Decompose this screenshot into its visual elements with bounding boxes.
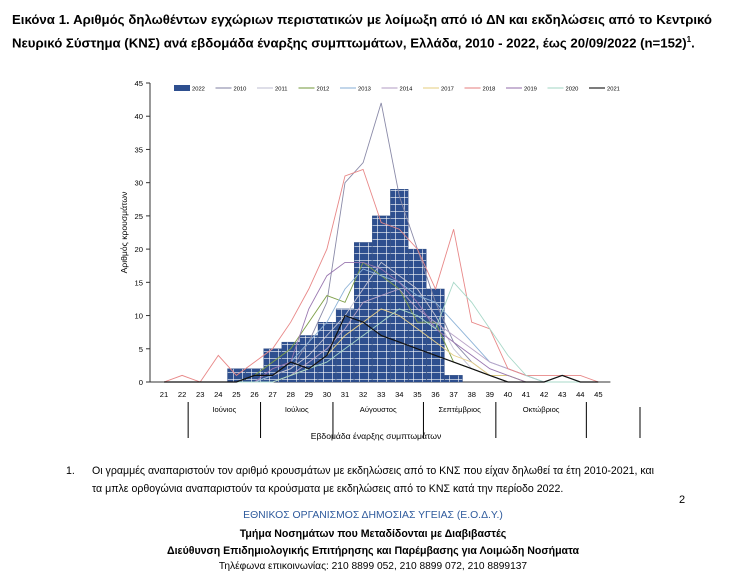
x-tick-label-24: 24 xyxy=(214,390,222,399)
y-tick-label-35: 35 xyxy=(135,145,143,154)
legend-label-2013: 2013 xyxy=(358,87,371,93)
footnote-line-1: Οι γραμμές αναπαριστούν τον αριθμό κρουσ… xyxy=(92,465,655,477)
bar-2022-week-34 xyxy=(390,189,409,383)
x-tick-label-39: 39 xyxy=(486,390,494,399)
y-tick-label-45: 45 xyxy=(135,79,143,88)
y-tick-label-25: 25 xyxy=(135,212,143,221)
month-label-2: Αύγουστος xyxy=(360,405,397,414)
x-tick-label-27: 27 xyxy=(268,390,276,399)
y-tick-label-5: 5 xyxy=(139,345,143,354)
x-tick-label-32: 32 xyxy=(359,390,367,399)
x-tick-label-26: 26 xyxy=(250,390,258,399)
x-tick-label-28: 28 xyxy=(286,390,294,399)
legend-label-2019: 2019 xyxy=(524,87,537,93)
figure-title: Εικόνα 1. Αριθμός δηλωθέντων εγχώριων πε… xyxy=(12,10,712,53)
x-tick-label-33: 33 xyxy=(377,390,385,399)
x-tick-label-43: 43 xyxy=(558,390,566,399)
footer-dept: Τμήμα Νοσημάτων που Μεταδίδονται με Διαβ… xyxy=(239,528,507,540)
legend-label-2012: 2012 xyxy=(317,87,330,93)
footnote-number: 1. xyxy=(66,465,75,477)
month-label-1: Ιούλιος xyxy=(285,405,309,414)
month-label-0: Ιούνιος xyxy=(212,405,236,414)
legend-label-2021: 2021 xyxy=(607,87,620,93)
line-2021 xyxy=(164,314,599,383)
footer-org: ΕΘΝΙΚΟΣ ΟΡΓΑΝΙΣΜΟΣ ΔΗΜΟΣΙΑΣ ΥΓΕΙΑΣ (Ε.Ο.… xyxy=(243,510,503,521)
legend-label-2014: 2014 xyxy=(400,87,414,93)
y-tick-label-0: 0 xyxy=(139,378,143,387)
page-number: 2 xyxy=(679,494,686,506)
y-tick-label-20: 20 xyxy=(135,245,143,254)
legend-swatch-2022 xyxy=(174,85,190,91)
title-end: . xyxy=(691,35,695,51)
legend-label-2011: 2011 xyxy=(275,87,287,93)
x-tick-label-25: 25 xyxy=(232,390,240,399)
y-tick-label-15: 15 xyxy=(135,278,143,287)
footer-phones: Τηλέφωνα επικοινωνίας: 210 8899 052, 210… xyxy=(218,561,528,572)
x-tick-label-30: 30 xyxy=(323,390,331,399)
x-tick-label-45: 45 xyxy=(594,390,602,399)
x-tick-label-21: 21 xyxy=(160,390,168,399)
footer-directorate: Διεύθυνση Επιδημιολογικής Επιτήρησης και… xyxy=(166,545,580,557)
y-tick-label-40: 40 xyxy=(135,112,143,121)
x-tick-label-31: 31 xyxy=(341,390,349,399)
bar-2022-week-37 xyxy=(444,375,463,383)
x-tick-label-44: 44 xyxy=(576,390,584,399)
x-tick-label-22: 22 xyxy=(178,390,186,399)
month-label-4: Οκτώβριος xyxy=(523,405,560,414)
cases-chart: 0 5 10 15 20 25 30 35 40 45 Αριθμός κρουσμάτων 21 22… xyxy=(119,79,641,441)
month-label-3: Σεπτέμβριος xyxy=(438,405,481,414)
footnote-line-2: τα μπλε ορθογώνια αναπαριστούν τα κρούσμ… xyxy=(92,483,564,495)
y-tick-label-30: 30 xyxy=(135,179,143,188)
x-tick-label-35: 35 xyxy=(413,390,421,399)
bar-2022-week-30 xyxy=(317,321,336,383)
y-axis-label: Αριθμός κρουσμάτων xyxy=(119,192,129,274)
x-tick-label-36: 36 xyxy=(431,390,439,399)
footnote-text: Οι γραμμές αναπαριστούν τον αριθμό κρουσ… xyxy=(92,462,702,498)
x-tick-label-38: 38 xyxy=(467,390,475,399)
bar-2022-week-33 xyxy=(372,215,391,383)
x-tick-label-34: 34 xyxy=(395,390,403,399)
legend-label-2018: 2018 xyxy=(483,87,496,93)
legend-label-2020: 2020 xyxy=(566,87,579,93)
x-tick-label-42: 42 xyxy=(540,390,548,399)
x-tick-label-37: 37 xyxy=(449,390,457,399)
legend-label-2022: 2022 xyxy=(192,87,205,93)
x-tick-label-23: 23 xyxy=(196,390,204,399)
y-tick-label-10: 10 xyxy=(135,312,143,321)
footnote-ref: 1 xyxy=(686,35,692,44)
legend-label-2017: 2017 xyxy=(441,87,454,93)
bar-2022-week-32 xyxy=(354,242,373,383)
x-axis-label: Εβδομάδα έναρξης συμπτωμάτων xyxy=(311,431,442,441)
x-tick-label-29: 29 xyxy=(305,390,313,399)
x-tick-label-40: 40 xyxy=(504,390,512,399)
figure-title-text: Εικόνα 1. Αριθμός δηλωθέντων εγχώριων πε… xyxy=(12,12,712,51)
x-tick-label-41: 41 xyxy=(522,390,530,399)
legend-label-2010: 2010 xyxy=(234,87,247,93)
